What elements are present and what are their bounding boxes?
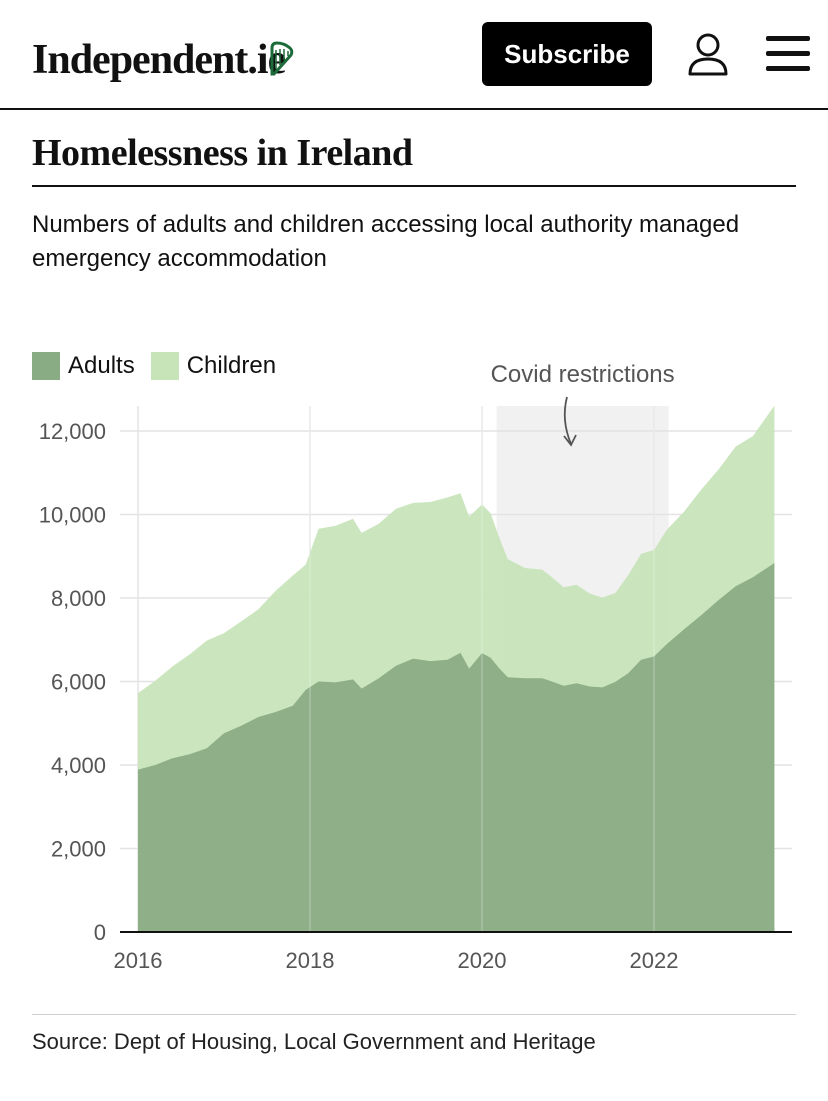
annotation-arrow (563, 396, 572, 445)
legend-swatch-adults (32, 352, 60, 380)
annotation-arrowhead (563, 434, 577, 447)
legend-swatch-children (150, 352, 179, 380)
y-tick-label: 10,000 (39, 503, 106, 528)
site-logo[interactable]: Independent.ie (32, 37, 286, 83)
subscribe-button[interactable]: Subscribe (482, 22, 652, 86)
y-tick-label: 2,000 (51, 837, 106, 862)
y-tick-label: 8,000 (51, 586, 106, 611)
menu-icon[interactable] (766, 36, 810, 72)
legend-label-children: Children (186, 352, 277, 379)
legend-item-adults: Adults (32, 352, 135, 380)
title-divider (32, 185, 796, 187)
user-icon[interactable] (686, 32, 730, 76)
x-tick-label: 2020 (458, 948, 507, 973)
covid-annotation-label: Covid restrictions (491, 361, 675, 388)
source-note: Source: Dept of Housing, Local Governmen… (32, 1029, 596, 1054)
chart-subtitle: Numbers of adults and children accessing… (32, 211, 740, 272)
legend-item-children: Children (150, 352, 277, 380)
series-area-adults (138, 563, 775, 932)
chart-title: Homelessness in Ireland (32, 132, 413, 174)
y-tick-label: 0 (94, 920, 106, 945)
chart-legend: Adults Children (32, 350, 292, 382)
area-chart: 0 2,000 4,000 6,000 8,000 10,000 12,000 2016 201… (39, 361, 792, 973)
source-divider (32, 1014, 796, 1015)
x-tick-label: 2022 (630, 948, 679, 973)
x-tick-label: 2016 (114, 948, 163, 973)
x-tick-label: 2018 (286, 948, 335, 973)
site-header: Independent.ie Subscribe (0, 0, 828, 110)
harp-icon (270, 41, 294, 76)
y-tick-label: 6,000 (51, 670, 106, 695)
y-tick-label: 12,000 (39, 419, 106, 444)
legend-label-adults: Adults (68, 352, 135, 379)
y-tick-label: 4,000 (51, 753, 106, 778)
